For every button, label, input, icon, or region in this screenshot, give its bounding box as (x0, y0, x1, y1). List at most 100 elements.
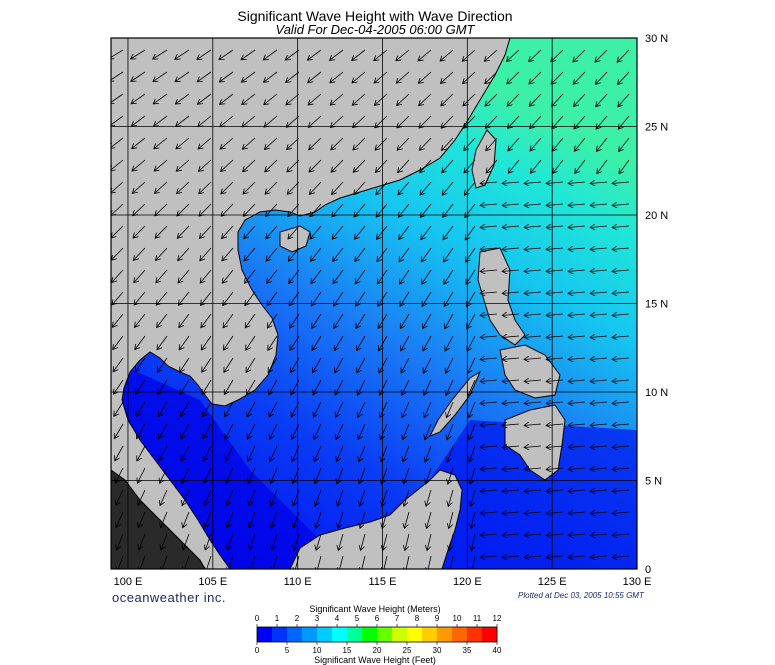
wave-arrow (612, 204, 630, 205)
wave-arrow (398, 181, 410, 195)
wave-arrow (502, 446, 520, 447)
wave-arrow (403, 467, 410, 484)
wave-arrow (139, 533, 146, 550)
wave-arrow (546, 556, 564, 557)
wave-arrow (397, 137, 410, 150)
wave-arrow (383, 533, 388, 550)
wave-arrow (309, 159, 322, 172)
wave-arrow (448, 489, 454, 506)
wave-arrow (247, 423, 256, 439)
wave-arrow (112, 291, 124, 305)
legend-feet-label: 40 (493, 646, 502, 655)
wave-arrow (200, 269, 212, 283)
wave-arrow (546, 358, 564, 359)
wave-arrow (115, 445, 124, 461)
wave-arrow (448, 467, 454, 484)
wave-arrow (502, 358, 520, 359)
wave-arrow (360, 533, 366, 550)
wave-arrow (267, 313, 278, 328)
wave-arrow (316, 533, 322, 550)
wave-arrow (524, 468, 542, 469)
wave-arrow (480, 270, 498, 271)
wave-arrow (612, 248, 630, 249)
legend-color-bar (256, 626, 498, 643)
wave-arrow (502, 380, 520, 381)
wave-arrow (546, 314, 564, 315)
wave-arrow (375, 159, 388, 172)
wave-arrow (353, 137, 366, 150)
wave-arrow (154, 137, 168, 149)
legend-swatch (392, 627, 408, 642)
wave-arrow (316, 511, 322, 528)
wave-arrow (221, 203, 234, 216)
wave-arrow (568, 556, 586, 557)
wave-arrow (311, 269, 322, 284)
wave-arrow (480, 446, 498, 447)
wave-arrow (157, 357, 168, 372)
wave-arrow (263, 49, 278, 60)
wave-arrow (524, 270, 542, 271)
wave-arrow (287, 159, 300, 172)
wave-arrow (524, 336, 542, 337)
wave-arrow (618, 115, 630, 129)
legend-feet-label: 25 (403, 646, 412, 655)
wave-arrow (334, 313, 344, 328)
wave-arrow (546, 248, 564, 249)
wave-arrow (444, 291, 454, 307)
wave-arrow (227, 533, 234, 550)
wave-arrow (480, 314, 498, 315)
wave-arrow (358, 401, 366, 417)
branding-logo: oceanweather inc. (112, 590, 227, 605)
wave-arrow (590, 358, 608, 359)
legend-swatch (287, 627, 303, 642)
wave-arrow (470, 489, 476, 506)
lon-tick-label: 105 E (198, 576, 227, 588)
legend-swatch (347, 627, 363, 642)
wave-arrow (419, 137, 432, 150)
wave-arrow (184, 555, 190, 569)
lon-tick-label: 125 E (538, 576, 567, 588)
wave-arrow (399, 225, 410, 240)
wave-arrow (288, 247, 300, 261)
wave-arrow (480, 490, 498, 491)
wave-arrow (401, 357, 410, 373)
wave-arrow (524, 182, 542, 183)
wave-arrow (445, 313, 454, 329)
wave-arrow (155, 203, 168, 216)
wave-arrow (313, 357, 322, 373)
wave-arrow (352, 71, 366, 83)
legend-meter-label: 3 (315, 614, 320, 623)
wave-arrow (286, 93, 300, 105)
wave-arrow (590, 226, 608, 227)
wave-arrow (264, 137, 278, 149)
wave-arrow (480, 226, 498, 227)
wave-arrow (310, 247, 322, 261)
wave-arrow (617, 71, 630, 85)
wave-arrow (568, 182, 586, 183)
wave-arrow (424, 379, 432, 395)
wave-arrow (337, 467, 344, 484)
wave-arrow (612, 468, 630, 469)
wave-arrow (357, 357, 366, 373)
wave-arrow (154, 181, 168, 193)
wave-arrow (546, 424, 564, 425)
wave-arrow (568, 270, 586, 271)
wave-arrow (423, 335, 432, 351)
wave-arrow (464, 137, 476, 151)
wave-arrow (502, 556, 520, 557)
wave-arrow (243, 181, 256, 194)
wave-arrow (398, 159, 410, 173)
wave-arrow (568, 468, 586, 469)
wave-arrow (138, 511, 146, 528)
wave-arrow (596, 137, 608, 151)
wave-arrow (202, 357, 212, 372)
wave-arrow (427, 533, 432, 551)
wave-arrow (418, 49, 432, 61)
wave-arrow (203, 423, 212, 439)
legend-swatch (362, 627, 378, 642)
wave-arrow (480, 336, 498, 337)
wave-arrow (182, 489, 190, 506)
wave-arrow (382, 511, 388, 528)
lat-tick-label: 20 N (645, 210, 668, 222)
wave-arrow (472, 555, 475, 569)
